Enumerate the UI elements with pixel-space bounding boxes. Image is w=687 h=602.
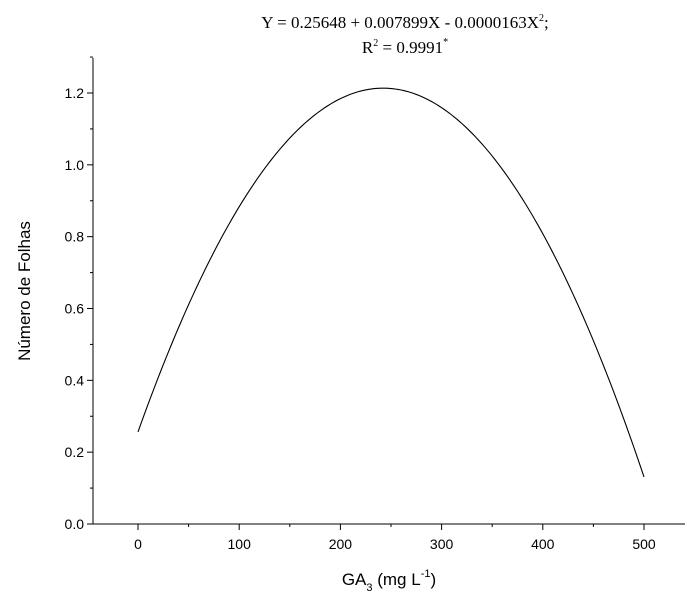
x-tick-label: 300: [430, 536, 454, 552]
y-tick-label: 0.8: [65, 229, 85, 245]
x-tick-label: 100: [228, 536, 252, 552]
r-squared-exponent: 2: [373, 38, 378, 49]
y-tick-label: 0.0: [65, 516, 85, 532]
chart-title-line2: R2 = 0.9991*: [362, 37, 448, 57]
equation-exponent: 2: [539, 13, 544, 24]
y-tick-label: 0.4: [65, 372, 85, 388]
y-axis-label: Número de Folhas: [15, 221, 34, 361]
x-tick-label: 0: [134, 536, 142, 552]
equation-end: ;: [544, 13, 549, 32]
r-squared-value: = 0.9991: [378, 38, 443, 57]
equation-text: Y = 0.25648 + 0.007899X - 0.0000163X: [261, 13, 539, 32]
x-axis-label: GA3 (mg L-1): [342, 568, 436, 594]
x-axis-label-superscript: -1: [421, 568, 431, 580]
x-axis-label-units: (mg L: [373, 570, 421, 589]
y-tick-label: 0.6: [65, 301, 85, 317]
y-tick-label: 0.2: [65, 444, 85, 460]
x-axis-label-end: ): [430, 570, 436, 589]
series-line: [137, 87, 645, 478]
x-tick-label: 200: [329, 536, 353, 552]
chart-title-line1: Y = 0.25648 + 0.007899X - 0.0000163X2;: [261, 13, 549, 32]
r-squared-label: R: [362, 38, 374, 57]
y-tick-label: 1.0: [65, 157, 85, 173]
significance-mark: *: [443, 37, 448, 48]
y-tick-label: 1.2: [65, 85, 85, 101]
x-tick-label: 500: [632, 536, 656, 552]
x-axis-label-base: GA: [342, 570, 367, 589]
tick-labels: 0.0 0.2 0.4 0.6 0.8 1.0 1.2 0 100 200 300 400 500: [65, 85, 656, 552]
tick-marks: [87, 56, 645, 530]
x-tick-label: 400: [531, 536, 555, 552]
x-axis-label-subscript: 3: [366, 582, 372, 594]
